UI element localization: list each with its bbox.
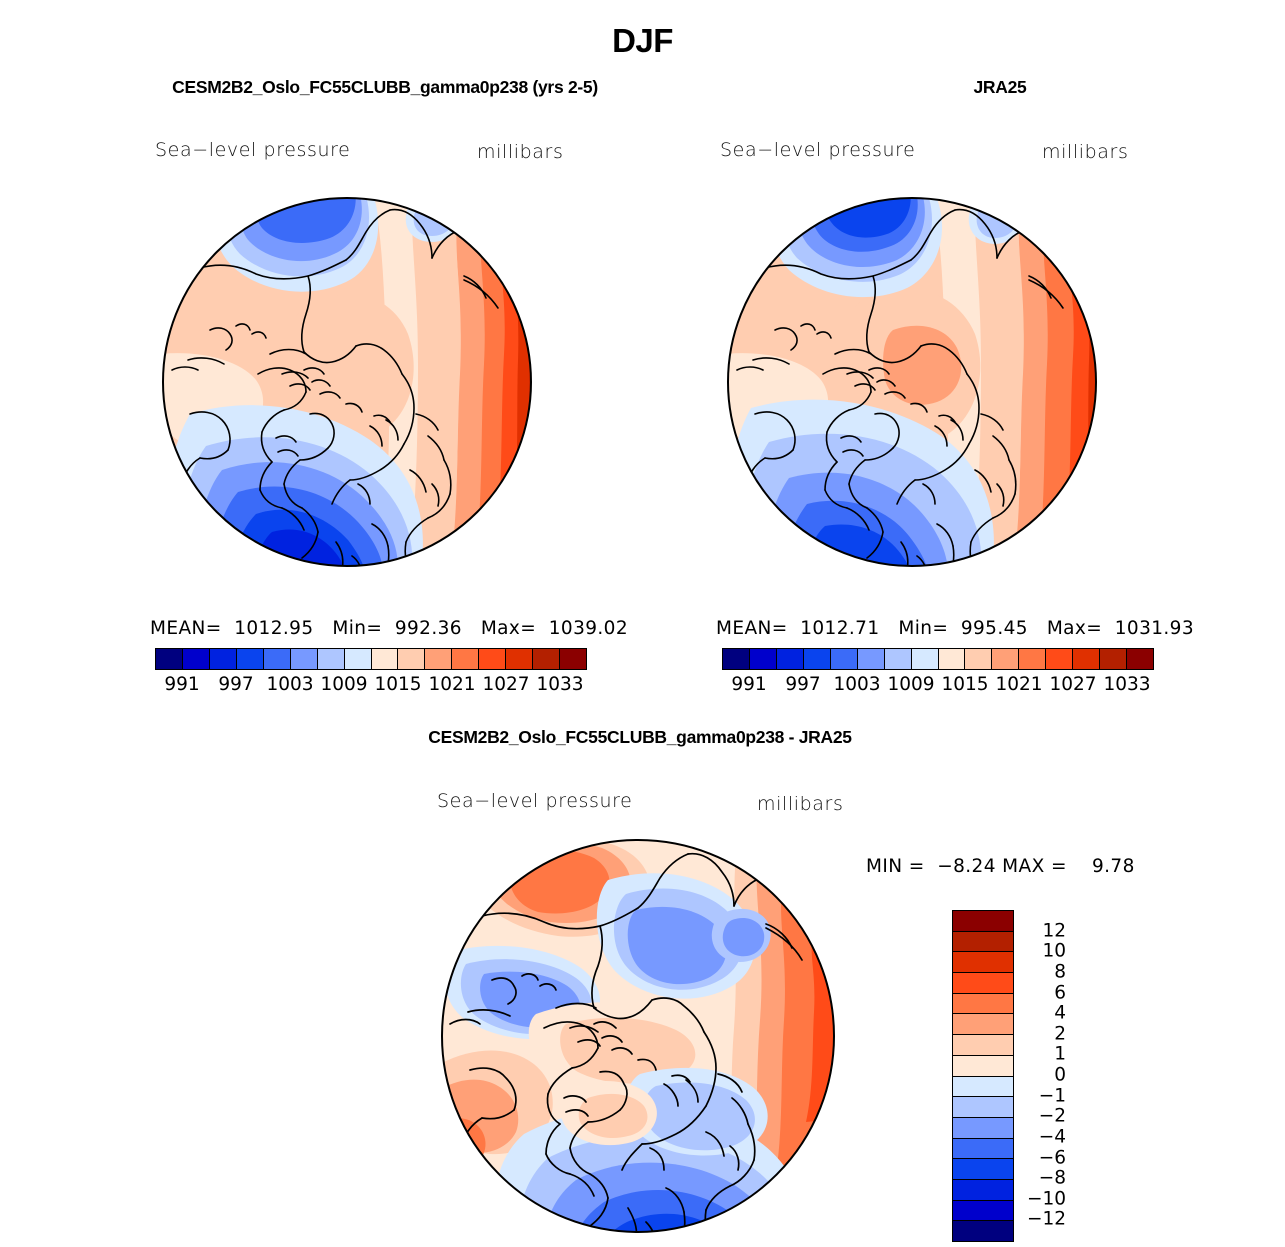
colorbar-cell-4: [263, 649, 291, 669]
map-model: [160, 184, 540, 584]
colorbar-cell-2: [209, 649, 237, 669]
colorbar-obs: 991 997 1003 1009 1015 1021 1027 1033: [722, 648, 1154, 698]
colorbar-cell-6: [884, 649, 912, 669]
colorbar-cell-15: [560, 649, 586, 669]
colorbar-cell-2: [776, 649, 804, 669]
diff-colorbar-tick-label: 10: [1042, 940, 1066, 962]
colorbar-tick-label: 1015: [941, 674, 989, 695]
diff-colorbar-tick-label: −6: [1038, 1147, 1066, 1168]
colorbar-cell-10: [992, 649, 1020, 669]
colorbar-tick-label: 1009: [887, 674, 935, 695]
diff-colorbar-cell-10: [953, 1117, 1013, 1139]
colorbar-tick-label: 1021: [428, 674, 476, 695]
colorbar-cell-12: [1046, 649, 1074, 669]
diff-colorbar-tick-label: −2: [1038, 1105, 1066, 1127]
colorbar-cell-5: [857, 649, 885, 669]
diff-colorbar-cell-0: [953, 911, 1013, 932]
colorbar-cell-0: [723, 649, 750, 669]
colorbar-cell-1: [749, 649, 777, 669]
diff-colorbar-cell-2: [953, 952, 1013, 974]
diff-colorbar-tick-label: −12: [1026, 1208, 1066, 1230]
map-obs: [725, 184, 1105, 584]
colorbar-tick-label: 997: [218, 674, 254, 695]
diff-colorbar-tick-label: 2: [1054, 1023, 1066, 1045]
colorbar-tick-label: 1003: [833, 674, 881, 695]
diff-colorbar-cell-1: [953, 931, 1013, 953]
colorbar-cell-15: [1127, 649, 1153, 669]
diff-colorbar-cell-14: [953, 1200, 1013, 1222]
colorbar-cell-13: [1073, 649, 1101, 669]
colorbar-tick-label: 1009: [320, 674, 368, 695]
diff-colorbar-cell-11: [953, 1138, 1013, 1160]
colorbar-difference-labels: 12 10 8 6 4 2 1 0 −1 −2 −4 −6 −8 −10 −12: [1012, 910, 1072, 1240]
units-label-obs: millibars: [1042, 141, 1129, 163]
variable-label-model: Sea−level pressure: [155, 139, 351, 161]
colorbar-cell-8: [938, 649, 966, 669]
diff-colorbar-cell-15: [953, 1221, 1013, 1241]
colorbar-tick-label: 1015: [374, 674, 422, 695]
diff-colorbar-tick-label: −4: [1038, 1126, 1066, 1148]
colorbar-model: 991 997 1003 1009 1015 1021 1027 1033: [155, 648, 587, 698]
variable-label-diff: Sea−level pressure: [437, 790, 633, 812]
diff-colorbar-tick-label: 0: [1054, 1064, 1066, 1086]
colorbar-cell-1: [182, 649, 210, 669]
units-label-diff: millibars: [757, 793, 844, 815]
colorbar-cell-14: [1100, 649, 1128, 669]
colorbar-tick-label: 1021: [995, 674, 1043, 695]
colorbar-tick-label: 1027: [1049, 674, 1097, 695]
diff-colorbar-cell-9: [953, 1097, 1013, 1118]
colorbar-cell-7: [911, 649, 939, 669]
colorbar-cell-9: [398, 649, 426, 669]
colorbar-cell-3: [236, 649, 264, 669]
colorbar-tick-label: 1003: [266, 674, 314, 695]
stats-obs: MEAN= 1012.71 Min= 995.45 Max= 1031.93: [716, 618, 1195, 639]
colorbar-cell-7: [344, 649, 372, 669]
colorbar-cell-12: [479, 649, 507, 669]
diff-colorbar-tick-label: 6: [1054, 982, 1066, 1003]
colorbar-cell-4: [830, 649, 858, 669]
colorbar-tick-label: 1033: [536, 674, 584, 695]
colorbar-cell-9: [965, 649, 993, 669]
diff-colorbar-tick-label: 8: [1054, 961, 1066, 983]
diff-colorbar-cell-7: [953, 1055, 1013, 1077]
colorbar-tick-label: 997: [785, 674, 821, 695]
colorbar-cell-11: [452, 649, 480, 669]
variable-label-obs: Sea−level pressure: [720, 139, 916, 161]
panel-title-model: CESM2B2_Oslo_FC55CLUBB_gamma0p238 (yrs 2…: [172, 77, 598, 97]
diff-colorbar-cell-13: [953, 1179, 1013, 1201]
diff-colorbar-tick-label: 12: [1042, 920, 1066, 942]
colorbar-tick-label: 991: [731, 674, 767, 695]
colorbar-cell-0: [156, 649, 183, 669]
diff-colorbar-cell-12: [953, 1159, 1013, 1180]
colorbar-cell-10: [425, 649, 453, 669]
diff-colorbar-cell-8: [953, 1076, 1013, 1098]
colorbar-cell-3: [803, 649, 831, 669]
colorbar-tick-label: 1027: [482, 674, 530, 695]
diff-colorbar-cell-6: [953, 1035, 1013, 1056]
colorbar-cell-14: [533, 649, 561, 669]
diff-colorbar-cell-4: [953, 993, 1013, 1015]
map-difference: [440, 828, 844, 1246]
panel-title-obs: JRA25: [973, 77, 1027, 97]
diff-colorbar-tick-label: −8: [1038, 1167, 1066, 1189]
diff-colorbar-tick-label: 1: [1054, 1043, 1066, 1065]
panel-title-difference: CESM2B2_Oslo_FC55CLUBB_gamma0p238 - JRA2…: [428, 727, 852, 747]
units-label-model: millibars: [477, 141, 564, 163]
stats-difference: MIN = −8.24 MAX = 9.78: [866, 856, 1135, 877]
diff-colorbar-tick-label: −1: [1038, 1085, 1066, 1107]
diff-colorbar-cell-3: [953, 973, 1013, 994]
colorbar-difference: [952, 910, 1014, 1242]
colorbar-cell-8: [371, 649, 399, 669]
colorbar-cell-6: [317, 649, 345, 669]
stats-model: MEAN= 1012.95 Min= 992.36 Max= 1039.02: [150, 618, 629, 639]
diff-colorbar-tick-label: 4: [1054, 1002, 1066, 1024]
colorbar-cell-13: [506, 649, 534, 669]
figure-season-title: DJF: [612, 22, 673, 59]
colorbar-cell-11: [1019, 649, 1047, 669]
colorbar-cell-5: [290, 649, 318, 669]
diff-colorbar-tick-label: −10: [1026, 1188, 1066, 1210]
diff-colorbar-cell-5: [953, 1014, 1013, 1036]
colorbar-tick-label: 991: [164, 674, 200, 695]
colorbar-tick-label: 1033: [1103, 674, 1151, 695]
